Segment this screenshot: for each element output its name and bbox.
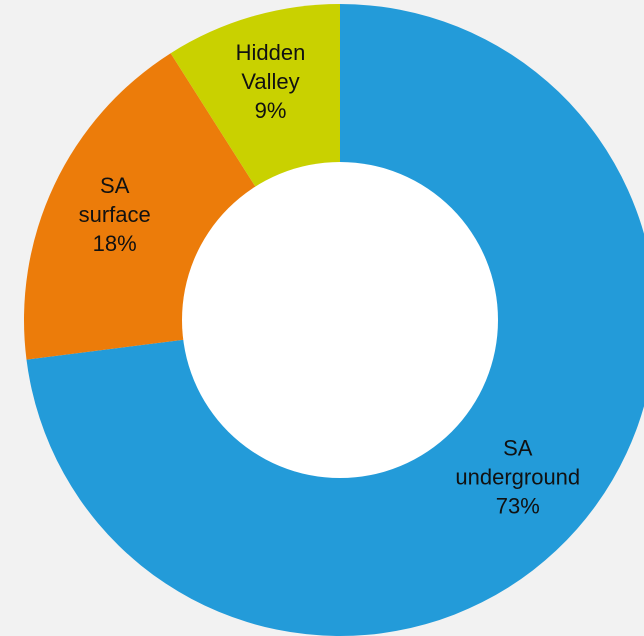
slice-name-line: SA xyxy=(503,436,533,461)
slice-sa-underground xyxy=(26,4,644,636)
slice-percent: 18% xyxy=(93,231,137,256)
donut-hole xyxy=(182,162,498,478)
slice-name-line: Valley xyxy=(241,69,299,94)
slice-name-line: SA xyxy=(100,173,130,198)
slice-label-hidden-valley: Hidden Valley 9% xyxy=(236,40,306,123)
slice-name-line: underground xyxy=(455,465,580,490)
slice-label-sa-underground: SA underground 73% xyxy=(455,436,580,519)
donut-labels: SA underground 73% SA surface 18% Hidden Valley… xyxy=(79,40,581,519)
slice-percent: 9% xyxy=(255,98,287,123)
slice-name-line: Hidden xyxy=(236,40,306,65)
slice-label-sa-surface: SA surface 18% xyxy=(79,173,151,256)
slice-name-line: surface xyxy=(79,202,151,227)
slice-percent: 73% xyxy=(496,494,540,519)
